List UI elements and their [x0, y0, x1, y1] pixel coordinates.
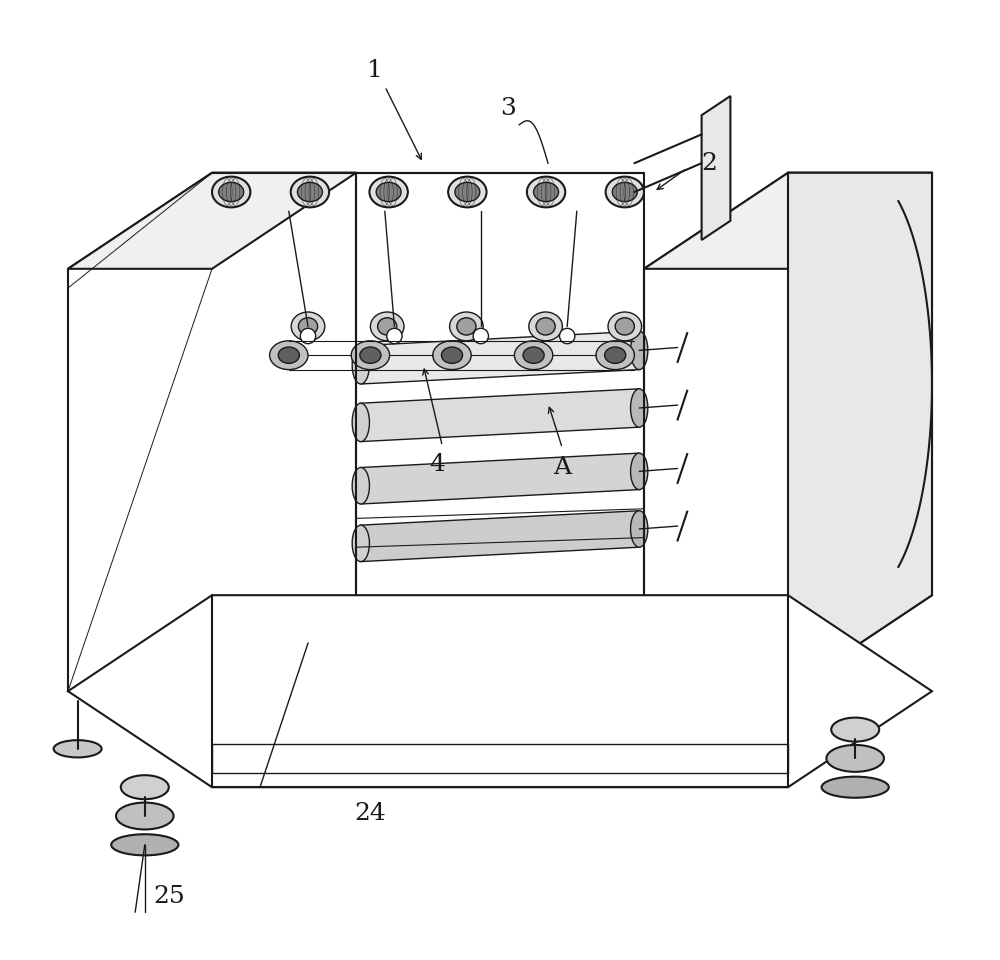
Text: 3: 3	[500, 97, 516, 120]
Text: A: A	[553, 456, 571, 479]
Ellipse shape	[615, 318, 634, 335]
Ellipse shape	[831, 718, 879, 741]
Ellipse shape	[219, 182, 244, 202]
Ellipse shape	[631, 389, 648, 427]
Ellipse shape	[54, 740, 102, 757]
Ellipse shape	[606, 177, 644, 207]
Ellipse shape	[608, 312, 642, 341]
Ellipse shape	[291, 312, 325, 341]
Ellipse shape	[523, 348, 544, 364]
Text: 2: 2	[702, 152, 717, 175]
Polygon shape	[361, 511, 639, 562]
Ellipse shape	[527, 177, 565, 207]
Ellipse shape	[278, 348, 299, 364]
Circle shape	[560, 328, 575, 344]
Ellipse shape	[631, 331, 648, 370]
Ellipse shape	[441, 348, 463, 364]
Ellipse shape	[433, 341, 471, 370]
Ellipse shape	[514, 341, 553, 370]
Polygon shape	[68, 595, 932, 787]
Ellipse shape	[631, 511, 648, 547]
Polygon shape	[361, 389, 639, 442]
Text: 25: 25	[153, 885, 185, 908]
Polygon shape	[788, 173, 932, 691]
Ellipse shape	[605, 348, 626, 364]
Ellipse shape	[457, 318, 476, 335]
Ellipse shape	[534, 182, 559, 202]
Polygon shape	[68, 173, 356, 269]
Ellipse shape	[116, 803, 174, 829]
Circle shape	[300, 328, 316, 344]
Ellipse shape	[596, 341, 634, 370]
Ellipse shape	[826, 745, 884, 772]
Polygon shape	[644, 173, 932, 691]
Ellipse shape	[291, 177, 329, 207]
Polygon shape	[361, 331, 639, 384]
Ellipse shape	[121, 776, 169, 799]
Ellipse shape	[455, 182, 480, 202]
Polygon shape	[68, 173, 356, 691]
Ellipse shape	[376, 182, 401, 202]
Ellipse shape	[270, 341, 308, 370]
Ellipse shape	[448, 177, 487, 207]
Ellipse shape	[212, 177, 250, 207]
Ellipse shape	[369, 177, 408, 207]
Ellipse shape	[298, 318, 318, 335]
Circle shape	[473, 328, 488, 344]
Polygon shape	[702, 96, 730, 240]
Ellipse shape	[612, 182, 637, 202]
Polygon shape	[644, 173, 932, 269]
Ellipse shape	[529, 312, 562, 341]
Ellipse shape	[378, 318, 397, 335]
Ellipse shape	[297, 182, 322, 202]
Polygon shape	[361, 453, 639, 504]
Ellipse shape	[351, 341, 390, 370]
Ellipse shape	[450, 312, 483, 341]
Ellipse shape	[536, 318, 555, 335]
Text: 1: 1	[367, 59, 383, 82]
Ellipse shape	[360, 348, 381, 364]
Ellipse shape	[822, 777, 889, 798]
Text: 24: 24	[355, 802, 386, 825]
Circle shape	[387, 328, 402, 344]
Ellipse shape	[631, 453, 648, 490]
Ellipse shape	[352, 403, 369, 442]
Ellipse shape	[370, 312, 404, 341]
Ellipse shape	[352, 468, 369, 504]
Ellipse shape	[352, 346, 369, 384]
Text: 4: 4	[430, 453, 446, 476]
Ellipse shape	[111, 834, 178, 855]
Ellipse shape	[352, 525, 369, 562]
